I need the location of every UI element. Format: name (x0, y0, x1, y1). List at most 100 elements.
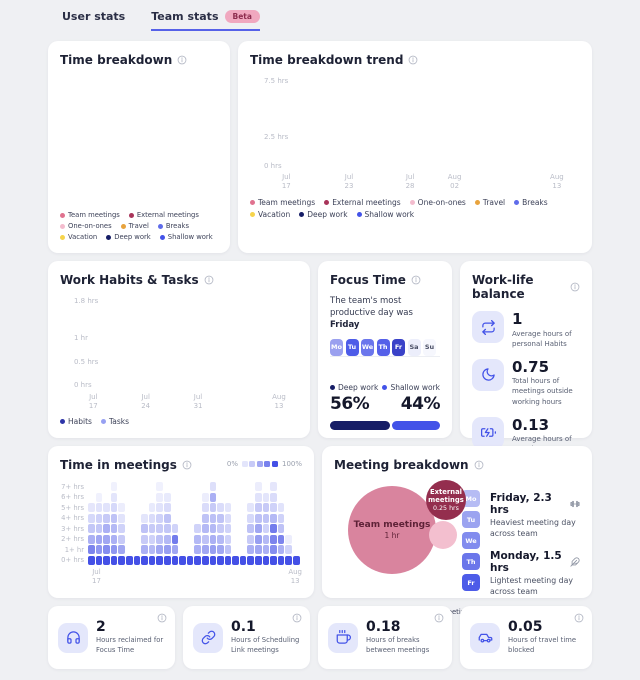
heatmap-cell (224, 534, 232, 544)
bubble-team-meetings: Team meetings 1 hr (348, 486, 436, 574)
heatmap-cell (156, 513, 163, 523)
legend-dot (157, 223, 163, 229)
day-pill-th: Th (376, 338, 390, 356)
legend-item: Travel (120, 222, 149, 230)
fact-description: Lightest meeting day across team (490, 575, 573, 596)
info-icon[interactable] (574, 613, 584, 623)
heatmap-cell (209, 545, 217, 554)
car-icon (470, 622, 500, 653)
info-icon[interactable] (570, 282, 580, 292)
heatmap-cell (255, 534, 262, 544)
heatmap-cell (156, 492, 163, 502)
x-axis-tick: Jul 17 (88, 393, 98, 411)
heatmap-cell (156, 524, 163, 533)
day-pill-sa: Sa (407, 338, 421, 356)
heatmap-cell (194, 545, 201, 554)
heatmap-cell (247, 555, 255, 565)
heatmap-cell (277, 534, 285, 544)
legend-label: Habits (68, 417, 92, 426)
info-icon[interactable] (411, 275, 421, 285)
legend-item: Tasks (100, 417, 129, 426)
heatmap-cell (201, 503, 209, 512)
heatmap-cell (148, 524, 156, 533)
stat-card: 0.05 Hours of travel time blocked (460, 606, 592, 669)
legend-item: Breaks (157, 222, 189, 230)
legend-dot (250, 200, 255, 205)
meeting-bubble-chart: Team meetings 1 hr External meetings 0.25 h… (334, 476, 466, 608)
x-axis-tick: Aug 02 (447, 173, 462, 191)
tabs-bar: User stats Team stats Beta (48, 10, 592, 31)
beta-badge: Beta (224, 10, 260, 23)
heatmap-cell (95, 555, 103, 565)
heatmap-cell (262, 513, 270, 523)
heatmap-cell (224, 513, 232, 523)
legend-item: Vacation (250, 210, 290, 219)
heatmap-row-label: 2+ hrs (61, 535, 84, 543)
x-axis-tick: Jul 17 (281, 173, 291, 191)
heatmap-cell (118, 555, 125, 565)
stat-value: 0.05 (508, 618, 543, 635)
legend-label: Team meetings (258, 198, 316, 207)
info-icon[interactable] (292, 613, 302, 623)
heatmap-cell (88, 545, 95, 554)
heatmap-cell (262, 524, 270, 533)
heatmap-cell (148, 503, 156, 512)
heatmap-cell (255, 513, 262, 523)
bubble-value: 0.25 hrs (433, 505, 459, 513)
deep-work-legend: Deep work (330, 383, 378, 392)
heatmap-cell (110, 534, 118, 544)
coffee-icon (328, 622, 358, 653)
focus-stacked-bar (330, 420, 440, 430)
heatmap-cell (88, 524, 95, 533)
info-icon[interactable] (408, 55, 418, 65)
x-axis-tick: Jul 23 (344, 173, 354, 191)
heatmap-cell (163, 555, 171, 565)
heatmap-cell (270, 482, 277, 491)
legend-dot (409, 200, 415, 205)
stat-value: 2 (96, 618, 106, 635)
info-icon[interactable] (177, 55, 187, 65)
heatmap-cell (95, 534, 103, 544)
heatmap-cell (217, 534, 224, 544)
bubble-one-on-ones (429, 521, 457, 549)
heatmap-cell (103, 513, 110, 523)
legend-dot (474, 200, 480, 205)
heatmap-cell (103, 545, 110, 554)
heatmap-cell (110, 492, 118, 502)
heatmap-cell (255, 555, 262, 565)
day-pill-tu: Tu (462, 511, 480, 528)
scale-square (264, 461, 271, 467)
heatmap-cell (103, 524, 110, 533)
info-icon[interactable] (204, 275, 214, 285)
heatmap-cell (255, 524, 262, 533)
heatmap-cell (110, 524, 118, 533)
heatmap-cell (201, 492, 209, 502)
heatmap-cell (163, 513, 171, 523)
heatmap-cell (270, 545, 277, 554)
y-axis-tick: 0.5 hrs (74, 358, 99, 366)
stat-value: 0.1 (231, 618, 256, 635)
info-icon[interactable] (474, 460, 484, 470)
legend-item: One-on-ones (409, 198, 466, 207)
heatmap-cell (285, 555, 293, 565)
tab-user-stats[interactable]: User stats (62, 10, 125, 31)
info-icon[interactable] (182, 460, 192, 470)
legend-item: Shallow work (356, 210, 415, 219)
legend-label: Shallow work (364, 210, 415, 219)
x-axis-tick: Jul 28 (405, 173, 415, 191)
heatmap-cell (95, 513, 103, 523)
heatmap-cell (209, 503, 217, 512)
heatmap-cell (141, 524, 148, 533)
y-axis-tick: 7.5 hrs (264, 77, 289, 85)
feather-icon (570, 557, 580, 567)
heatmap-cell (262, 545, 270, 554)
stat-card: 2 Hours reclaimed for Focus Time (48, 606, 175, 669)
day-pill-su: Su (423, 338, 436, 356)
day-pill-mo: Mo (330, 338, 343, 356)
card-work-habits-tasks: Work Habits & Tasks 1.8 hrs 1 hr 0.5 hrs 0 … (48, 261, 310, 438)
tab-team-stats[interactable]: Team stats Beta (151, 10, 260, 31)
info-icon[interactable] (434, 613, 444, 623)
heatmap-cell (186, 555, 194, 565)
info-icon[interactable] (157, 613, 167, 623)
shallow-work-pct: 44% (400, 393, 441, 414)
